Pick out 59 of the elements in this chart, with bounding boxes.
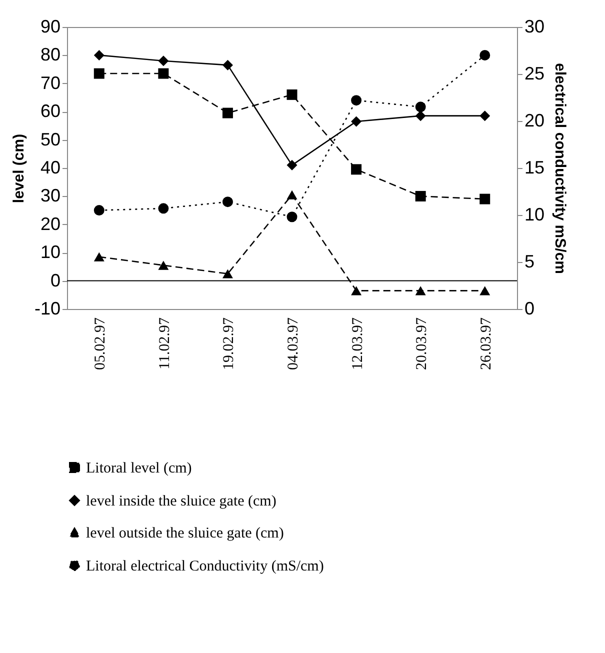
x-tick-label: 19.02.97 xyxy=(221,317,238,370)
x-tick-label: 05.02.97 xyxy=(92,317,109,370)
point xyxy=(351,116,362,127)
point xyxy=(480,50,490,60)
point xyxy=(286,160,298,170)
legend-label: level inside the sluice gate (cm) xyxy=(86,494,276,510)
y2-tick-label: 10 xyxy=(524,204,545,224)
y2-tick-label: 15 xyxy=(524,158,545,178)
y-tick-label: 50 xyxy=(40,129,60,150)
y-tick-label: 80 xyxy=(40,44,60,65)
y-tick-label: 0 xyxy=(50,270,60,290)
y2-axis-title: electrical conductivity mS/cm xyxy=(552,63,569,274)
legend-label: level outside the sluice gate (cm) xyxy=(86,526,284,542)
point xyxy=(222,269,233,278)
point xyxy=(415,286,426,296)
point xyxy=(351,164,362,175)
y-tick-label: 60 xyxy=(40,101,60,122)
point xyxy=(286,89,298,100)
y-tick-label: 30 xyxy=(40,186,60,206)
y-tick-label: 70 xyxy=(40,72,60,93)
point xyxy=(415,190,426,202)
point xyxy=(158,56,169,66)
point xyxy=(158,260,169,270)
y-tick-label: 90 xyxy=(40,16,60,36)
point xyxy=(480,286,490,296)
y2-tick-label: 5 xyxy=(524,252,535,272)
point xyxy=(94,252,104,262)
legend-label: Litoral level (cm) xyxy=(86,460,192,476)
x-tick-label: 12.03.97 xyxy=(350,317,366,370)
point xyxy=(480,110,490,122)
x-tick-label: 04.03.97 xyxy=(286,317,302,370)
x-tick-label: 20.03.97 xyxy=(414,317,430,370)
point xyxy=(158,203,169,214)
y-tick-label: 40 xyxy=(40,158,60,178)
y2-tick-label: 0 xyxy=(524,298,535,318)
y2-tick-label: 30 xyxy=(524,16,545,36)
point xyxy=(94,205,104,216)
point xyxy=(286,212,298,222)
point xyxy=(94,50,104,60)
y-tick-label: 20 xyxy=(40,214,60,234)
y2-tick-label: 20 xyxy=(524,110,545,130)
x-tick-label: 26.03.97 xyxy=(478,317,494,370)
point xyxy=(222,60,233,70)
point xyxy=(415,110,426,122)
legend-label: Litoral electrical Conductivity (mS/cm) xyxy=(86,558,324,574)
y-axis-title: level (cm) xyxy=(10,134,28,204)
y-tick-label: 10 xyxy=(40,242,60,262)
point xyxy=(222,196,233,208)
point xyxy=(286,190,298,200)
point xyxy=(222,108,233,118)
y2-tick-label: 25 xyxy=(524,64,545,84)
point xyxy=(351,95,362,106)
point xyxy=(94,68,104,79)
point xyxy=(415,102,426,112)
x-tick-label: 11.02.97 xyxy=(156,317,173,370)
point xyxy=(351,286,362,296)
point xyxy=(158,68,169,79)
point xyxy=(480,194,490,204)
y-tick-label: -10 xyxy=(34,298,60,318)
